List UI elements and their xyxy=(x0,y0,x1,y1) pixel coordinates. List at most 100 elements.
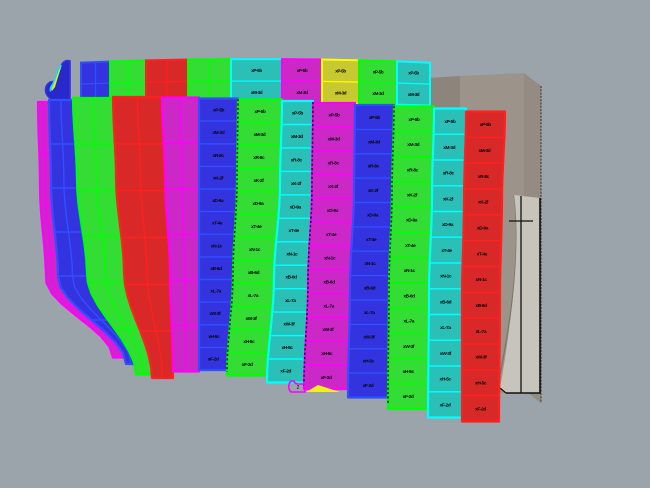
svg-text:xF-2d: xF-2d xyxy=(321,375,332,381)
svg-text:xB-6d: xB-6d xyxy=(364,286,376,292)
svg-text:xW-3f: xW-3f xyxy=(440,351,452,357)
svg-text:xL-7a: xL-7a xyxy=(440,325,451,331)
svg-text:xW-3f: xW-3f xyxy=(246,316,258,322)
svg-text:xL-7a: xL-7a xyxy=(404,319,415,325)
svg-text:xM-3d: xM-3d xyxy=(443,145,455,151)
svg-text:xN-1c: xN-1c xyxy=(364,261,376,267)
svg-text:xH-5c: xH-5c xyxy=(475,381,487,387)
svg-text:xD-9a: xD-9a xyxy=(477,226,489,232)
svg-text:xP-5b: xP-5b xyxy=(297,68,308,73)
svg-text:xR-8c: xR-8c xyxy=(368,164,380,170)
svg-text:xL-7a: xL-7a xyxy=(248,293,259,299)
svg-text:xN-1c: xN-1c xyxy=(249,247,261,253)
svg-text:xL-7a: xL-7a xyxy=(364,310,375,316)
svg-text:xK-2f: xK-2f xyxy=(478,200,489,206)
svg-text:xF-2d: xF-2d xyxy=(208,357,219,363)
svg-text:xP-5b: xP-5b xyxy=(251,68,262,73)
svg-text:xN-1c: xN-1c xyxy=(211,243,223,249)
svg-text:xF-2d: xF-2d xyxy=(440,402,451,408)
svg-text:xM-3d: xM-3d xyxy=(408,92,420,97)
svg-text:xL-7a: xL-7a xyxy=(210,289,221,295)
svg-text:xP-5b: xP-5b xyxy=(292,111,304,117)
svg-text:xL-7a: xL-7a xyxy=(285,298,296,304)
svg-text:xD-9a: xD-9a xyxy=(212,198,224,204)
svg-text:xK-2f: xK-2f xyxy=(213,176,224,182)
svg-text:xP-5b: xP-5b xyxy=(213,108,225,114)
svg-text:xP-5b: xP-5b xyxy=(328,113,340,119)
svg-text:xB-6d: xB-6d xyxy=(403,293,415,299)
svg-text:xF-2d: xF-2d xyxy=(280,369,291,375)
svg-text:xK-2f: xK-2f xyxy=(368,188,379,194)
svg-text:xM-3d: xM-3d xyxy=(296,90,308,95)
svg-text:xB-6d: xB-6d xyxy=(323,280,335,286)
svg-text:xR-8c: xR-8c xyxy=(291,157,303,163)
svg-text:xP-5b: xP-5b xyxy=(408,71,419,76)
svg-text:xK-2f: xK-2f xyxy=(254,178,265,184)
svg-text:xK-2f: xK-2f xyxy=(407,193,418,199)
svg-text:xM-3d: xM-3d xyxy=(335,91,347,96)
svg-text:xT-4e: xT-4e xyxy=(212,221,223,227)
svg-text:xF-2d: xF-2d xyxy=(403,394,414,400)
svg-text:xM-3d: xM-3d xyxy=(407,142,419,148)
svg-text:xH-5c: xH-5c xyxy=(403,369,415,375)
svg-text:xH-5c: xH-5c xyxy=(243,339,255,345)
svg-text:xM-3d: xM-3d xyxy=(251,90,263,95)
svg-text:xB-6d: xB-6d xyxy=(248,270,260,276)
svg-text:xT-4e: xT-4e xyxy=(251,224,262,230)
svg-text:xB-6d: xB-6d xyxy=(285,275,297,281)
svg-text:xK-2f: xK-2f xyxy=(443,196,454,202)
svg-text:xF-2d: xF-2d xyxy=(363,383,374,389)
svg-text:xM-3d: xM-3d xyxy=(212,130,224,136)
svg-text:xH-5c: xH-5c xyxy=(363,359,375,365)
svg-text:xW-3f: xW-3f xyxy=(283,322,295,328)
svg-text:xN-1c: xN-1c xyxy=(286,251,298,257)
svg-text:xN-1c: xN-1c xyxy=(476,277,488,283)
svg-text:xP-5b: xP-5b xyxy=(480,122,492,128)
svg-text:xN-1c: xN-1c xyxy=(440,274,452,280)
svg-text:xM-3d: xM-3d xyxy=(291,134,303,140)
svg-text:xL-7a: xL-7a xyxy=(323,303,334,309)
svg-text:xT-4e: xT-4e xyxy=(326,232,337,238)
svg-text:xB-6d: xB-6d xyxy=(210,266,222,272)
svg-text:xP-5b: xP-5b xyxy=(254,109,266,115)
svg-text:xK-2f: xK-2f xyxy=(328,184,339,190)
svg-text:xW-3f: xW-3f xyxy=(322,327,334,333)
svg-text:xB-6d: xB-6d xyxy=(475,303,487,309)
svg-text:xH-5c: xH-5c xyxy=(208,334,220,340)
svg-text:xP-5b: xP-5b xyxy=(408,117,420,123)
svg-text:2: 2 xyxy=(297,385,300,391)
svg-text:xR-8c: xR-8c xyxy=(407,167,419,173)
svg-text:xR-8c: xR-8c xyxy=(443,171,455,177)
svg-text:xR-8c: xR-8c xyxy=(478,174,490,180)
svg-text:xM-3d: xM-3d xyxy=(478,148,490,154)
svg-text:xL-7a: xL-7a xyxy=(476,329,487,335)
svg-text:xR-8c: xR-8c xyxy=(213,153,225,159)
svg-text:xH-5c: xH-5c xyxy=(321,351,333,357)
svg-text:xN-1c: xN-1c xyxy=(404,268,416,274)
svg-text:xD-9a: xD-9a xyxy=(406,218,418,224)
svg-text:xW-3f: xW-3f xyxy=(403,344,415,350)
svg-text:xT-4e: xT-4e xyxy=(477,251,488,257)
svg-text:xT-4e: xT-4e xyxy=(405,243,416,249)
svg-text:xN-1c: xN-1c xyxy=(324,256,336,262)
svg-text:xF-2d: xF-2d xyxy=(242,362,253,368)
svg-text:xR-8c: xR-8c xyxy=(253,155,265,161)
svg-text:xF-2d: xF-2d xyxy=(475,406,486,412)
svg-text:xD-9a: xD-9a xyxy=(442,222,454,228)
svg-text:xT-4e: xT-4e xyxy=(366,237,377,243)
svg-text:xD-9a: xD-9a xyxy=(327,208,339,214)
svg-text:xT-4e: xT-4e xyxy=(441,248,452,254)
svg-text:xD-9a: xD-9a xyxy=(290,204,302,210)
svg-text:xM-3d: xM-3d xyxy=(328,137,340,143)
svg-text:xD-9a: xD-9a xyxy=(367,213,379,219)
svg-text:xP-5b: xP-5b xyxy=(373,70,384,75)
svg-text:xP-5b: xP-5b xyxy=(444,119,456,125)
svg-text:xW-3f: xW-3f xyxy=(209,311,221,317)
svg-text:xM-3d: xM-3d xyxy=(372,91,384,96)
svg-text:xH-5c: xH-5c xyxy=(281,345,293,351)
svg-text:xW-3f: xW-3f xyxy=(363,334,375,340)
svg-text:xP-5b: xP-5b xyxy=(369,115,381,121)
svg-text:xW-3f: xW-3f xyxy=(475,355,487,361)
svg-text:xD-9a: xD-9a xyxy=(252,201,264,207)
svg-text:xM-3d: xM-3d xyxy=(368,139,380,145)
